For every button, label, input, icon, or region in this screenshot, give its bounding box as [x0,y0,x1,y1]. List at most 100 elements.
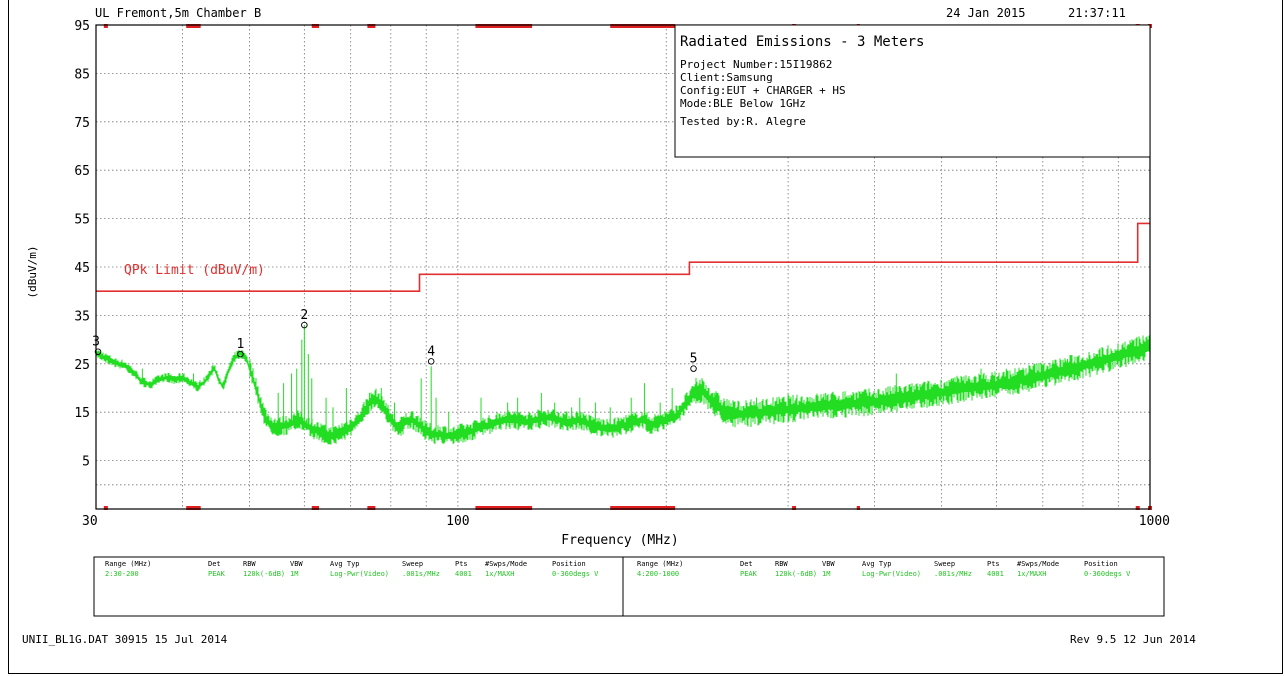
scan-segment-top [610,24,676,28]
info-line: Project Number:15I19862 [680,58,832,71]
settings-table-frame [93,556,1165,617]
settings-header: Pts [987,560,1000,568]
scan-segment-top [475,24,533,28]
marker-label: 2 [300,308,308,323]
x-tick-label: 1000 [1139,514,1170,529]
info-box: Radiated Emissions - 3 Meters Project Nu… [674,24,1151,158]
settings-cell: .001s/MHz [934,570,972,578]
footer-right: Rev 9.5 12 Jun 2014 [1070,633,1196,646]
settings-header: RBW [775,560,788,568]
scan-segment-top [367,24,376,28]
settings-header: Sweep [934,560,955,568]
settings-header: Det [208,560,221,568]
marker-point [690,365,697,372]
axes: (dBuV/m) Frequency (MHz) 958575655545352… [26,19,1170,548]
test-time: 21:37:11 [1068,6,1126,20]
y-tick-label: 35 [74,309,90,324]
limit-polyline [96,222,1150,293]
info-title: Radiated Emissions - 3 Meters [680,34,924,50]
y-tick-label: 75 [74,116,90,131]
scan-segment-bottom [610,506,676,510]
settings-cell: 4001 [455,570,472,578]
settings-cell: 2:30-200 [105,570,139,578]
info-box-frame [674,24,1151,158]
settings-header: RBW [243,560,256,568]
scan-segment-top [103,24,108,28]
scan-segment-bottom [792,506,797,510]
settings-header: Range (MHz) [105,560,151,568]
info-line: Config:EUT + CHARGER + HS [680,84,846,97]
settings-cell: 4001 [987,570,1004,578]
settings-table: Range (MHz) Det RBW VBW Avg Typ Sweep Pts #Swps… [93,556,1165,617]
scan-segment-bottom [475,506,533,510]
settings-cell: 1x/MAXH [485,570,515,578]
settings-cell: PEAK [740,570,758,578]
settings-header: Det [740,560,753,568]
settings-cell: Log-Pwr(Video) [862,570,921,578]
y-axis-label: (dBuV/m) [26,246,39,299]
info-line: Tested by:R. Alegre [680,115,806,128]
settings-cell: 0-360degs V [552,570,599,578]
y-tick-label: 5 [82,455,90,470]
info-line: Client:Samsung [680,71,773,84]
settings-header: Avg Typ [330,560,360,568]
settings-header: Sweep [402,560,423,568]
settings-header: Avg Typ [862,560,892,568]
settings-header: Position [1084,560,1118,568]
settings-header: Position [552,560,586,568]
settings-header: #Swps/Mode [1017,560,1059,568]
marker-point [427,358,435,365]
scan-segment-top [186,24,201,28]
y-tick-label: 25 [74,358,90,373]
settings-cell: 1x/MAXH [1017,570,1047,578]
plot-border [95,24,1151,510]
test-date: 24 Jan 2015 [946,6,1025,20]
marker-point [237,350,244,358]
settings-header: #Swps/Mode [485,560,527,568]
page-frame [8,0,1283,674]
info-line: Mode:BLE Below 1GHz [680,97,806,110]
marker-label: 1 [236,337,244,352]
x-tick-label: 30 [82,514,98,529]
settings-cell: 1M [822,570,830,578]
y-tick-label: 95 [74,19,90,34]
x-axis-label: Frequency (MHz) [561,533,678,548]
scan-segment-bottom [1135,506,1140,510]
settings-cell: .001s/MHz [402,570,440,578]
scan-segment-bottom [103,506,108,510]
settings-cell: 4:200-1000 [637,570,679,578]
marker-label: 5 [690,352,698,367]
settings-cell: PEAK [208,570,226,578]
y-tick-label: 55 [74,213,90,228]
site-name: UL Fremont,5m Chamber B [95,6,261,20]
settings-cell: Log-Pwr(Video) [330,570,389,578]
footer-left: UNII_BL1G.DAT 30915 15 Jul 2014 [22,633,228,646]
settings-cell: 120k(-6dB) [775,570,817,578]
scan-segment-bottom [186,506,201,510]
settings-header: Range (MHz) [637,560,683,568]
x-tick-label: 100 [446,514,469,529]
marker-label: 4 [427,344,435,359]
y-tick-label: 15 [74,406,90,421]
settings-header: Pts [455,560,468,568]
settings-header: VBW [290,560,303,568]
y-tick-label: 65 [74,164,90,179]
scan-segment-bottom [367,506,376,510]
scan-segment-bottom [311,506,320,510]
limit-line-label: QPk Limit (dBuV/m) [124,263,265,278]
settings-cell: 0-360degs V [1084,570,1131,578]
scan-segment-bottom [856,506,860,510]
emission-trace [95,325,1151,445]
y-tick-label: 45 [74,261,90,276]
marker-point [94,348,102,355]
trace-line [95,348,1151,440]
settings-cell: 120k(-6dB) [243,570,285,578]
scan-segment-top [311,24,320,28]
marker-point [301,321,308,329]
limit-line: QPk Limit (dBuV/m) [96,222,1150,293]
y-tick-label: 85 [74,67,90,82]
settings-header: VBW [822,560,835,568]
settings-cell: 1M [290,570,298,578]
